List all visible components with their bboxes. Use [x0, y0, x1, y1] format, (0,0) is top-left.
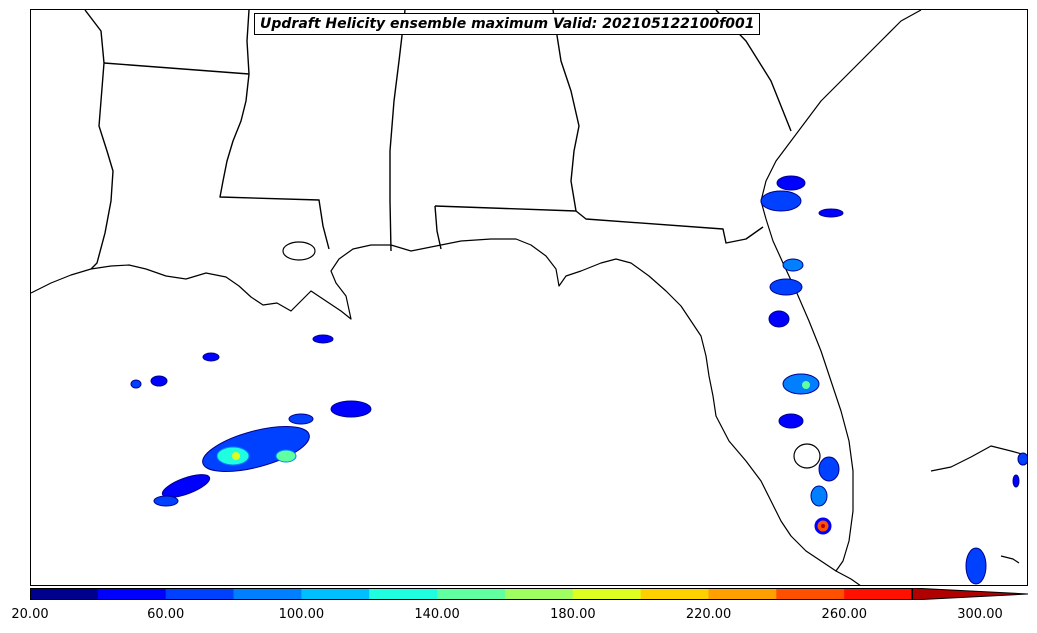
al-fl-border-west — [434, 205, 442, 250]
helicity-swath — [275, 449, 297, 463]
colorbar-swatch — [165, 588, 235, 600]
mississippi-river — [84, 10, 114, 270]
helicity-swath — [150, 375, 168, 387]
lake-pontchartrain — [282, 241, 316, 261]
coastlines — [31, 10, 1027, 585]
colorbar-swatch — [369, 588, 438, 600]
al-ga-border — [552, 10, 580, 212]
map-panel — [30, 9, 1028, 586]
helicity-swath — [778, 413, 804, 429]
colorbar-tick-label: 140.00 — [414, 607, 460, 622]
helicity-swath — [818, 208, 844, 218]
ms-al-border — [389, 10, 406, 252]
helicity-swath — [330, 400, 372, 418]
colorbar-tick-label: 220.00 — [685, 607, 732, 622]
map-canvas — [31, 10, 1027, 585]
helicity-swath — [312, 334, 334, 344]
al-fl-border — [434, 205, 764, 244]
helicity-swaths — [130, 175, 1027, 585]
helicity-swath — [161, 474, 211, 498]
helicity-swath — [1017, 452, 1027, 466]
keys — [835, 570, 861, 585]
helicity-swath — [768, 310, 790, 328]
cuba-coast — [930, 445, 1027, 472]
helicity-swath — [760, 190, 802, 212]
colorbar-tick-label: 20.00 — [11, 607, 49, 622]
colorbar-swatch — [437, 588, 506, 600]
helicity-swath — [782, 258, 804, 272]
helicity-swath — [288, 413, 314, 425]
helicity-swath — [153, 495, 179, 507]
colorbar-swatch — [776, 588, 845, 600]
bahamas — [1000, 555, 1020, 564]
helicity-core — [802, 381, 810, 389]
helicity-swath — [202, 426, 310, 472]
helicity-swath — [965, 547, 987, 585]
colorbar-swatch — [301, 588, 370, 600]
colorbar — [30, 588, 1028, 600]
lake-okeechobee — [793, 443, 821, 469]
colorbar-swatch — [233, 588, 302, 600]
helicity-swath — [818, 456, 840, 482]
helicity-swath — [1012, 474, 1020, 488]
colorbar-extend-arrow — [911, 588, 1028, 600]
colorbar-tick-label: 100.00 — [278, 607, 325, 622]
helicity-swath — [810, 485, 828, 507]
ar-la-border — [103, 62, 250, 75]
colorbar-swatch — [30, 588, 99, 600]
state-boundaries — [84, 10, 792, 270]
colorbar-swatch — [844, 588, 913, 600]
la-ms-border — [219, 10, 330, 250]
colorbar-swatch — [97, 588, 167, 600]
helicity-swath — [782, 373, 820, 395]
helicity-swath — [130, 379, 142, 389]
colorbar-swatch — [572, 588, 642, 600]
colorbar-tick-label: 260.00 — [821, 607, 868, 622]
colorbar-swatch — [504, 588, 574, 600]
colorbar-swatch — [708, 588, 777, 600]
colorbar-border — [30, 588, 913, 600]
helicity-core — [821, 524, 825, 528]
colorbar-tick-label: 180.00 — [550, 607, 596, 622]
helicity-core — [232, 452, 240, 460]
colorbar-swatch — [640, 588, 709, 600]
colorbar-tick-label: 300.00 — [957, 607, 1003, 622]
colorbar-tick-label: 60.00 — [147, 607, 185, 622]
map-title: Updraft Helicity ensemble maximum Valid:… — [254, 13, 761, 35]
colorbar-swatches — [30, 588, 1028, 600]
helicity-swath — [769, 278, 803, 296]
helicity-swath — [202, 352, 220, 362]
helicity-swath — [776, 175, 806, 191]
